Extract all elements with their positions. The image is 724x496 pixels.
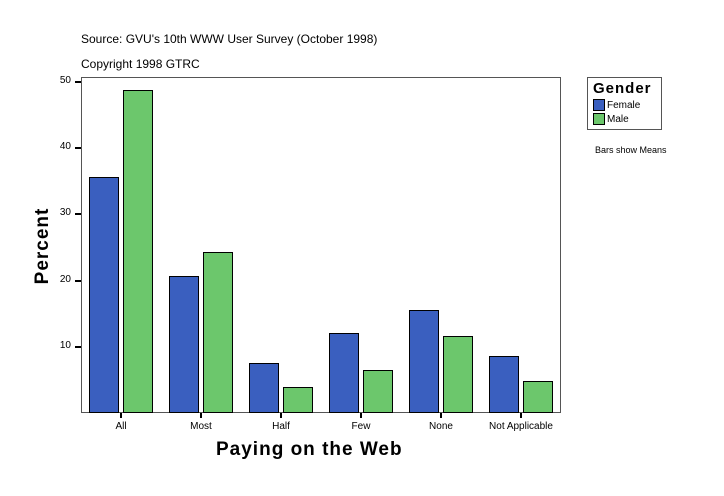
x-tick (520, 413, 522, 418)
x-tick-label: All (115, 421, 127, 432)
y-tick-label: 10 (59, 339, 71, 351)
legend-item-male: Male (593, 113, 629, 125)
y-tick (75, 279, 81, 282)
y-tick (75, 147, 81, 149)
bar-female-all (89, 177, 119, 413)
bar-female-not-applicable (489, 356, 519, 413)
x-axis-title: Paying on the Web (216, 439, 403, 460)
legend-item-female: Female (593, 99, 640, 111)
x-tick-label: Few (351, 421, 371, 432)
legend-label: Female (607, 99, 641, 111)
x-tick-label: Half (272, 421, 290, 432)
x-tick (360, 413, 362, 418)
y-tick-label: 20 (59, 273, 71, 285)
bar-female-few (329, 332, 359, 413)
x-tick (120, 413, 122, 418)
y-tick-label: 40 (59, 141, 71, 152)
source-note: Source: GVU's 10th WWW User Survey (Octo… (81, 32, 378, 46)
y-tick-label: 30 (59, 207, 71, 219)
bars-note: Bars show Means (595, 145, 667, 155)
bar-female-half (249, 363, 279, 413)
legend-label: Male (607, 113, 629, 125)
female-swatch (593, 99, 605, 111)
y-tick-label: 50 (59, 74, 71, 86)
x-tick (200, 413, 202, 418)
bar-male-all (123, 89, 153, 413)
bar-female-most (169, 275, 199, 413)
male-swatch (593, 113, 605, 125)
bar-male-none (443, 336, 473, 413)
plot-area (81, 77, 561, 413)
bar-female-none (409, 310, 439, 413)
bar-male-few (363, 369, 393, 413)
x-tick (280, 413, 282, 418)
bar-male-half (283, 387, 313, 413)
copyright-note: Copyright 1998 GTRC (81, 57, 200, 71)
y-tick (75, 345, 81, 348)
x-tick-label: Not Applicable (489, 421, 553, 432)
legend: Gender Female Male (587, 77, 662, 130)
bar-male-not-applicable (523, 381, 553, 413)
x-tick-label: Most (190, 421, 212, 432)
legend-title: Gender (593, 80, 652, 97)
y-tick (75, 213, 81, 216)
y-tick (75, 80, 81, 83)
x-tick-label: None (429, 421, 453, 432)
x-tick (440, 413, 442, 418)
bar-male-most (203, 252, 233, 413)
